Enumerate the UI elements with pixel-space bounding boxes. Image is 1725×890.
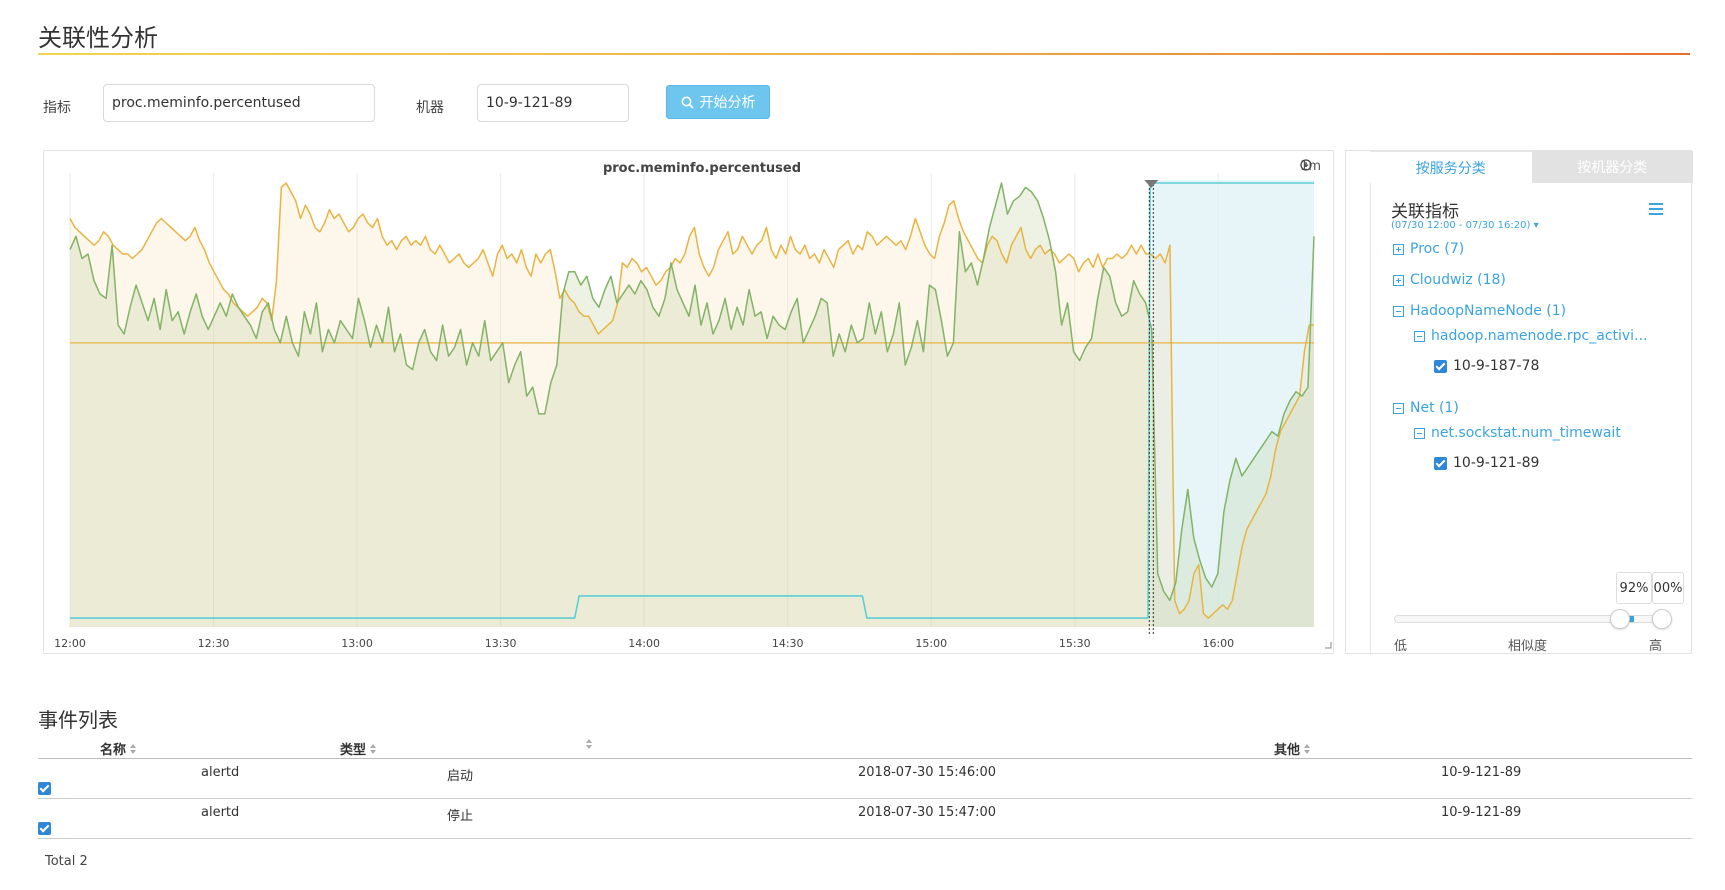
x-tick-label: 13:30 (485, 637, 517, 650)
tree-host-10-9-121-89[interactable]: 10-9-121-89 (1434, 455, 1539, 471)
tree-group-label: Cloudwiz (18) (1410, 272, 1506, 288)
resize-handle-icon (1325, 642, 1332, 649)
column-time-header[interactable] (586, 739, 593, 749)
menu-icon[interactable] (1649, 203, 1663, 215)
time-range-selector[interactable]: (07/30 12:00 - 07/30 16:20) ▾ (1391, 220, 1539, 231)
tree-metric-label: net.sockstat.num_timewait (1431, 425, 1621, 441)
chart-panel: proc.meminfo.percentused 12:00 12:30 13:00 1… (43, 150, 1334, 654)
column-other-header[interactable]: 其他 (1274, 739, 1311, 758)
page-title: 关联性分析 (38, 24, 158, 52)
event-marker-icon (1144, 180, 1159, 188)
sort-icon[interactable] (586, 739, 593, 749)
plot-area (70, 173, 1314, 627)
metric-label: 指标 (43, 100, 71, 116)
event-time: 2018-07-30 15:47:00 (858, 805, 997, 820)
tree-host-10-9-187-78[interactable]: 10-9-187-78 (1434, 358, 1539, 374)
x-tick-label: 14:00 (628, 637, 660, 650)
tree-host-label: 10-9-187-78 (1453, 358, 1540, 374)
table-row[interactable]: alertd 停止 2018-07-30 15:47:00 10-9-121-8… (38, 800, 1692, 839)
tab-by-service[interactable]: 按服务分类 (1370, 151, 1532, 183)
tree-host-label: 10-9-121-89 (1453, 455, 1540, 471)
x-tick-label: 15:00 (915, 637, 947, 650)
tree-group-hadoop[interactable]: HadoopNameNode (1) (1393, 303, 1566, 319)
x-tick-label: 12:00 (54, 637, 86, 650)
slider-label-similarity: 相似度 (1508, 639, 1548, 654)
similarity-slider-high-handle[interactable] (1652, 609, 1672, 629)
collapse-icon[interactable] (1414, 330, 1425, 342)
collapse-icon[interactable] (1414, 427, 1425, 439)
chart-title: proc.meminfo.percentused (603, 161, 801, 176)
search-icon (681, 96, 694, 109)
tree-metric-label: hadoop.namenode.rpc_activi... (1431, 328, 1648, 344)
collapse-icon[interactable] (1393, 305, 1404, 317)
title-divider (38, 53, 1690, 55)
metric-input[interactable] (103, 84, 375, 122)
x-tick-label: 15:30 (1059, 637, 1091, 650)
x-tick-label: 14:30 (772, 637, 804, 650)
tree-group-label: Net (1) (1410, 400, 1459, 416)
series-area-orange (70, 183, 1314, 627)
caret-down-icon: ▾ (1533, 220, 1539, 231)
collapse-icon[interactable] (1393, 402, 1404, 414)
event-host: 10-9-121-89 (1441, 805, 1522, 820)
column-type-header[interactable]: 类型 (340, 739, 377, 758)
tree-group-label: Proc (7) (1410, 241, 1465, 257)
start-analysis-label: 开始分析 (699, 95, 756, 111)
tree-group-net[interactable]: Net (1) (1393, 400, 1459, 416)
column-other-label: 其他 (1274, 743, 1301, 758)
time-range-text: (07/30 12:00 - 07/30 16:20) (1391, 220, 1531, 231)
event-name: alertd (201, 765, 240, 780)
tree-group-proc[interactable]: Proc (7) (1393, 241, 1464, 257)
tree-group-cloudwiz[interactable]: Cloudwiz (18) (1393, 272, 1506, 288)
related-metrics-title: 关联指标 (1391, 202, 1459, 222)
host-checkbox[interactable] (1434, 359, 1447, 373)
series-area-green (70, 183, 1314, 627)
expand-icon[interactable] (1393, 274, 1404, 286)
interval-selector[interactable]: 1m (1300, 159, 1321, 174)
machine-label: 机器 (416, 100, 444, 116)
tab-by-machine[interactable]: 按机器分类 (1531, 151, 1693, 183)
related-metrics-panel: 按服务分类 按机器分类 关联指标 (07/30 12:00 - 07/30 16… (1345, 150, 1693, 655)
line-chart[interactable]: proc.meminfo.percentused 12:00 12:30 13:00 1… (44, 151, 1335, 655)
event-name: alertd (201, 805, 240, 820)
table-total: Total 2 (45, 854, 88, 869)
sort-icon[interactable] (370, 743, 377, 754)
event-type: 停止 (447, 809, 474, 824)
table-row[interactable]: alertd 启动 2018-07-30 15:46:00 10-9-121-8… (38, 760, 1692, 799)
sort-icon[interactable] (130, 743, 137, 754)
series-line-orange (69, 182, 1314, 619)
tree-group-label: HadoopNameNode (1) (1410, 303, 1567, 319)
event-type: 启动 (447, 769, 474, 784)
start-analysis-button[interactable]: 开始分析 (666, 85, 770, 119)
column-name-header[interactable]: 名称 (100, 739, 137, 758)
category-tabs: 按服务分类 按机器分类 (1370, 151, 1693, 183)
event-time: 2018-07-30 15:46:00 (858, 765, 997, 780)
sort-icon[interactable] (1304, 743, 1311, 754)
slider-label-low: 低 (1394, 639, 1408, 654)
column-name-label: 名称 (100, 743, 127, 758)
column-type-label: 类型 (340, 743, 367, 758)
series-line-green (69, 182, 1315, 602)
event-list-title: 事件列表 (38, 708, 118, 732)
event-table-header: 名称 类型 其他 (38, 737, 1692, 759)
x-tick-label: 13:00 (341, 637, 373, 650)
series-line-cyan (70, 182, 1314, 619)
clock-download-icon (1300, 159, 1312, 171)
panel-divider (1370, 183, 1371, 655)
machine-input[interactable] (477, 84, 629, 122)
row-checkbox[interactable] (38, 822, 51, 835)
slider-label-high: 高 (1649, 639, 1663, 654)
expand-icon[interactable] (1393, 243, 1404, 255)
x-tick-label: 16:00 (1202, 637, 1234, 650)
slider-low-tooltip: 92% (1616, 572, 1652, 604)
x-tick-label: 12:30 (198, 637, 230, 650)
row-checkbox[interactable] (38, 782, 51, 795)
host-checkbox[interactable] (1434, 456, 1447, 470)
slider-high-tooltip: 00% (1652, 572, 1684, 604)
tree-metric-hadoop-rpc[interactable]: hadoop.namenode.rpc_activi... (1414, 328, 1647, 344)
tree-metric-net-timewait[interactable]: net.sockstat.num_timewait (1414, 425, 1621, 441)
event-host: 10-9-121-89 (1441, 765, 1522, 780)
similarity-slider-low-handle[interactable] (1610, 609, 1630, 629)
